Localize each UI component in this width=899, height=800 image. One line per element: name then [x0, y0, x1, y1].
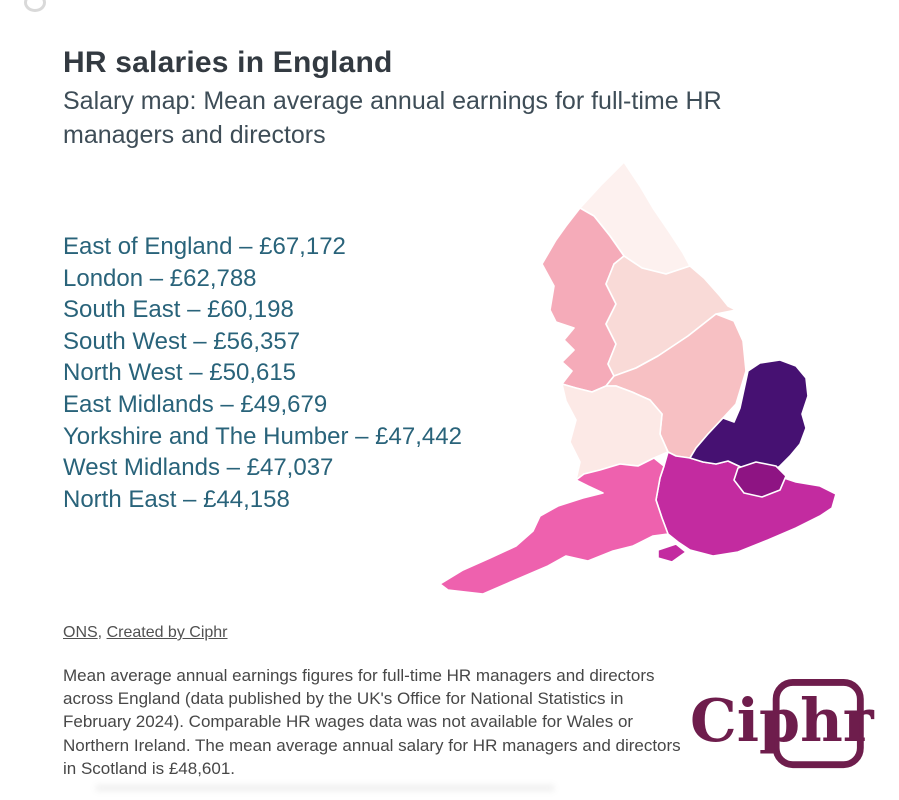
footnote-text: Mean average annual earnings figures for…: [63, 666, 681, 778]
map-region-london[interactable]: [733, 461, 787, 498]
ciphr-logo-bracket: [772, 678, 864, 769]
source-separator: ,: [97, 624, 107, 641]
salary-list-item: Yorkshire and The Humber – £47,442: [63, 422, 462, 450]
salary-list-item: North West – £50,615: [63, 359, 297, 387]
salary-list: East of England – £67,172 London – £62,7…: [63, 231, 462, 515]
ons-link[interactable]: ONS: [63, 624, 98, 641]
corner-artifact-mark: [24, 0, 46, 12]
salary-list-item: East Midlands – £49,679: [63, 390, 328, 418]
ciphr-logo-text: Ciphr: [690, 686, 875, 755]
salary-list-item: London – £62,788: [63, 264, 257, 292]
salary-list-item: East of England – £67,172: [63, 233, 346, 260]
ciphr-logo: Ciphr: [690, 676, 876, 773]
map-region-isle-of-wight[interactable]: [657, 543, 687, 563]
salary-list-item: North East – £44,158: [63, 485, 290, 513]
salary-list-item: West Midlands – £47,037: [63, 454, 334, 482]
england-salary-map: [428, 156, 898, 604]
map-region-south-west[interactable]: [439, 457, 669, 595]
salary-list-item: South West – £56,357: [63, 327, 301, 355]
created-by-ciphr-link[interactable]: Created by Ciphr: [106, 624, 228, 641]
source-line: ONS, Created by Ciphr: [63, 624, 228, 642]
ghost-text-artifact: [95, 784, 555, 792]
page-subtitle: Salary map: Mean average annual earnings…: [63, 87, 722, 149]
salary-list-item: South East – £60,198: [63, 296, 294, 324]
page-title: HR salaries in England: [63, 46, 393, 80]
